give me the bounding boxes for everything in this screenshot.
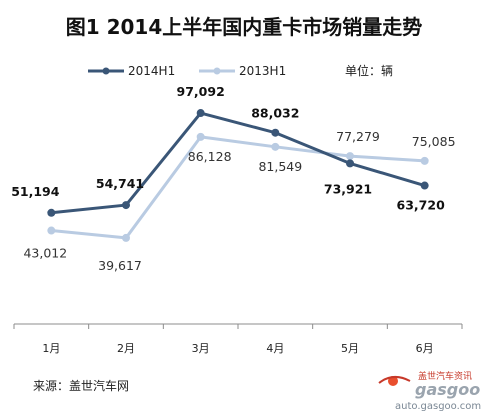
- data-label-2014h1: 88,032: [251, 106, 299, 121]
- legend: 2014H1 2013H1 单位：辆: [88, 63, 393, 78]
- data-label-2013h1: 39,617: [98, 258, 142, 273]
- data-point-2013h1: [196, 132, 205, 141]
- data-label-2013h1: 77,279: [336, 129, 380, 144]
- data-point-2014h1: [122, 201, 130, 210]
- data-point-2013h1: [420, 156, 429, 165]
- data-label-2014h1: 63,720: [397, 198, 446, 213]
- series-line-2014h1: [51, 111, 426, 215]
- data-label-2013h1: 75,085: [412, 134, 456, 149]
- data-point-2014h1: [196, 109, 205, 118]
- watermark-logo-text: gasgoo: [415, 380, 480, 399]
- data-point-2014h1: [420, 181, 429, 190]
- x-tick-label: 3月: [192, 342, 210, 355]
- data-point-2013h1: [47, 226, 56, 235]
- data-label-2013h1: 43,012: [23, 246, 67, 261]
- data-label-2014h1: 97,092: [177, 84, 225, 99]
- data-label-2013h1: 86,128: [188, 149, 232, 164]
- x-tick-label: 6月: [416, 342, 434, 355]
- data-point-2013h1: [122, 233, 130, 242]
- data-label-2014h1: 54,741: [96, 176, 144, 191]
- chart-title: 图1 2014上半年国内重卡市场销量走势: [66, 15, 423, 39]
- data-label-2014h1: 73,921: [324, 181, 372, 196]
- watermark: 盖世汽车资讯 gasgoo auto.gasgoo.com: [378, 370, 481, 412]
- x-tick-label: 2月: [117, 342, 135, 355]
- x-tick-label: 1月: [42, 342, 60, 355]
- data-label-2013h1: 81,549: [258, 159, 302, 174]
- series-layer: [47, 109, 429, 242]
- x-tick-label: 5月: [341, 342, 359, 355]
- data-labels: 51,194 54,741 97,092 88,032 73,921 63,720 43,0…: [11, 84, 455, 273]
- x-tick-label: 4月: [266, 342, 284, 355]
- watermark-cn: 盖世汽车资讯: [418, 370, 472, 382]
- watermark-url: auto.gasgoo.com: [395, 401, 481, 412]
- legend-item-2013h1: 2013H1: [199, 64, 286, 78]
- source-text: 来源：盖世汽车网: [33, 378, 129, 393]
- series-line-2013h1: [51, 135, 425, 240]
- data-label-2014h1: 51,194: [11, 184, 60, 199]
- data-point-2014h1: [47, 208, 56, 217]
- legend-item-2014h1: 2014H1: [88, 64, 175, 78]
- data-point-2013h1: [346, 152, 354, 161]
- data-point-2014h1: [346, 159, 354, 168]
- legend-marker-2014h1: [102, 67, 110, 75]
- legend-label-2014h1: 2014H1: [128, 64, 175, 78]
- watermark-logo-icon: [378, 376, 411, 386]
- legend-label-2013h1: 2013H1: [239, 64, 286, 78]
- data-point-2014h1: [271, 128, 280, 137]
- data-point-2013h1: [271, 142, 280, 151]
- unit-label: 单位：辆: [345, 63, 393, 78]
- legend-marker-2013h1: [213, 67, 221, 75]
- x-axis: 1月 2月 3月 4月 5月 6月: [13, 323, 463, 355]
